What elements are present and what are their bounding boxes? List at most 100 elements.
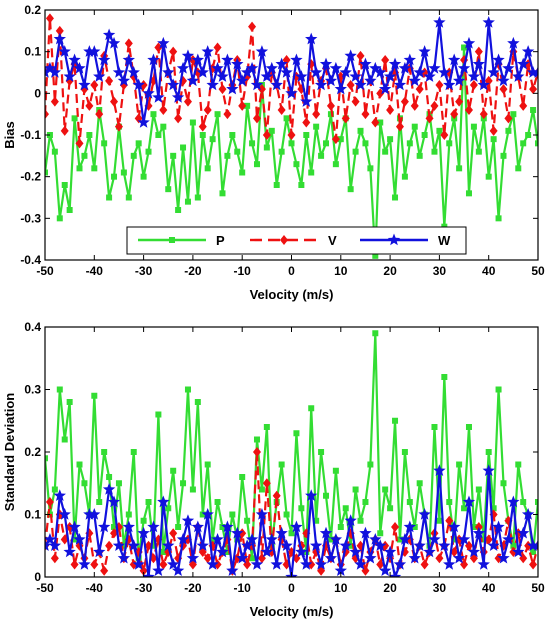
data-point-w	[73, 533, 86, 545]
data-point-w	[507, 495, 520, 508]
data-point-p	[76, 461, 83, 468]
data-point-p	[490, 505, 497, 512]
data-point-w	[181, 49, 195, 62]
data-point-v	[445, 515, 454, 526]
x-tick-label: -30	[135, 264, 153, 278]
data-point-w	[388, 570, 402, 577]
data-point-p	[170, 152, 177, 159]
y-tick-label: -0.1	[20, 128, 41, 142]
x-tick-label: 30	[433, 264, 447, 278]
data-point-v	[351, 96, 360, 107]
data-point-w	[157, 495, 170, 508]
data-point-v	[302, 117, 311, 128]
data-point-v	[75, 138, 84, 149]
data-point-p	[244, 102, 251, 109]
data-point-w	[423, 70, 436, 82]
data-point-v	[114, 121, 123, 132]
x-tick-label: -10	[234, 264, 252, 278]
data-point-v	[95, 109, 104, 120]
data-point-p	[470, 524, 477, 530]
x-tick-label: -20	[184, 581, 202, 595]
data-point-p	[327, 536, 334, 543]
data-point-v	[400, 96, 409, 107]
data-point-p	[155, 411, 162, 418]
data-point-v	[110, 96, 119, 107]
data-point-p	[253, 436, 260, 443]
data-point-w	[260, 70, 274, 82]
data-point-p	[352, 486, 359, 493]
data-point-p	[101, 449, 108, 455]
data-point-w	[196, 539, 209, 552]
data-point-w	[255, 508, 269, 520]
data-point-v	[277, 105, 286, 115]
series-line-w	[45, 469, 538, 577]
data-point-v	[257, 84, 266, 95]
data-point-p	[475, 148, 482, 155]
data-point-w	[78, 78, 91, 91]
x-tick-label: -50	[36, 264, 54, 278]
data-point-w	[398, 533, 412, 545]
data-point-w	[196, 66, 209, 78]
y-tick-label: 0.4	[24, 320, 41, 334]
data-point-p	[303, 132, 310, 138]
data-point-w	[216, 70, 229, 82]
data-point-v	[272, 490, 281, 501]
data-point-w	[191, 53, 205, 66]
data-point-p	[239, 474, 246, 480]
x-tick-label: 0	[288, 264, 295, 278]
data-point-v	[159, 105, 168, 115]
data-point-v	[45, 13, 54, 24]
data-point-p	[406, 140, 413, 147]
data-point-v	[455, 96, 464, 107]
data-point-w	[226, 564, 239, 577]
data-point-p	[51, 486, 58, 493]
data-point-w	[492, 520, 505, 533]
y-tick-label: -0.2	[20, 170, 41, 184]
data-point-w	[162, 66, 175, 78]
data-point-v	[159, 559, 168, 570]
data-point-p	[91, 392, 98, 399]
x-tick-label: 40	[482, 581, 496, 595]
data-point-w	[132, 78, 145, 91]
data-point-p	[81, 152, 88, 159]
std-y-axis-label: Standard Deviation	[2, 393, 17, 512]
data-point-p	[495, 215, 502, 222]
y-tick-label: 0.2	[24, 445, 41, 459]
data-point-v	[90, 559, 99, 570]
data-point-v	[169, 528, 178, 539]
data-point-w	[482, 16, 495, 28]
data-point-w	[477, 78, 490, 91]
data-point-w	[359, 57, 372, 70]
data-point-p	[515, 165, 522, 172]
data-point-p	[204, 165, 211, 172]
data-point-w	[250, 78, 264, 91]
x-tick-label: 50	[531, 264, 545, 278]
data-point-w	[157, 36, 170, 49]
data-point-w	[378, 564, 392, 577]
data-point-w	[497, 551, 510, 564]
data-point-p	[219, 190, 226, 197]
data-point-v	[174, 113, 183, 124]
data-point-w	[472, 57, 486, 70]
data-point-p	[387, 505, 394, 512]
data-point-w	[107, 495, 121, 508]
data-point-v	[262, 478, 271, 489]
data-point-w	[63, 70, 76, 82]
data-point-w	[280, 66, 293, 78]
data-point-w	[398, 61, 412, 74]
data-point-p	[66, 207, 73, 213]
x-tick-label: -10	[234, 581, 252, 595]
legend-entry-p: P	[138, 233, 225, 248]
data-point-p	[175, 207, 182, 213]
x-tick-label: -30	[135, 581, 153, 595]
data-point-w	[142, 570, 155, 577]
data-point-w	[255, 45, 269, 57]
data-point-w	[497, 74, 510, 87]
legend-marker	[169, 237, 175, 243]
data-point-v	[415, 84, 424, 95]
data-point-p	[199, 132, 206, 138]
data-point-p	[436, 517, 443, 524]
data-point-p	[465, 190, 472, 197]
data-point-w	[45, 61, 57, 74]
